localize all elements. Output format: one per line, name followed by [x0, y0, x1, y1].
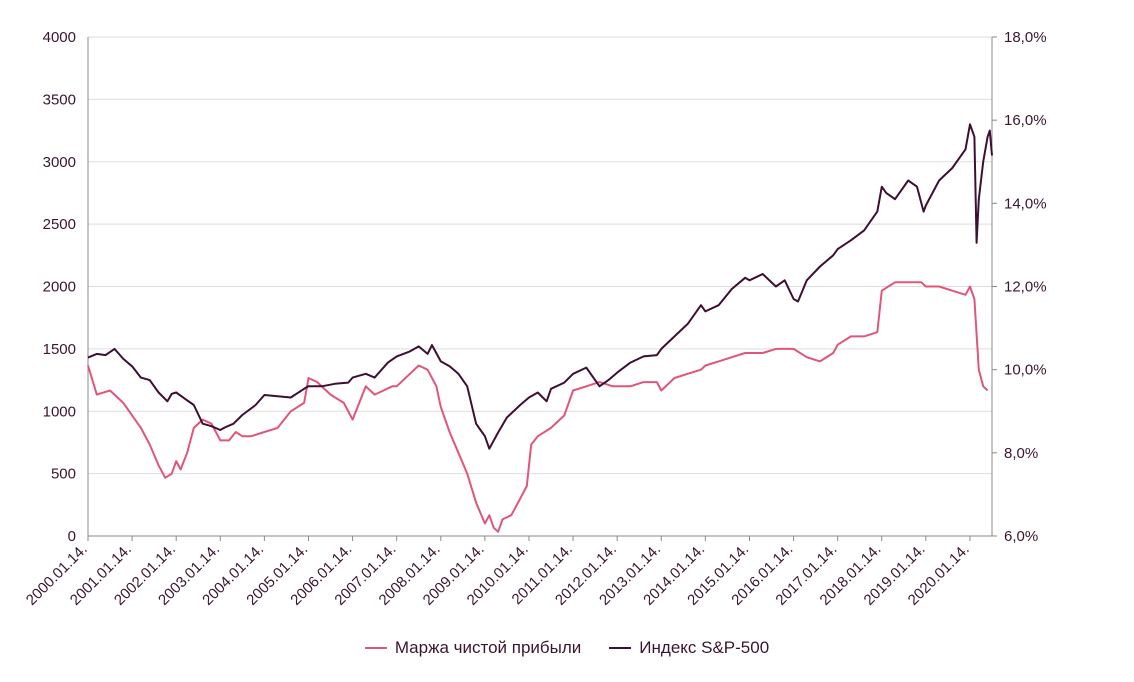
y-left-tick-label: 3000 — [43, 154, 76, 171]
legend-swatch-profit-margin — [364, 647, 387, 649]
y-left-tick-labels: 0 500 1000 1500 2000 2500 3000 3500 4000 — [43, 29, 76, 545]
y-right-tick-label: 12,0% — [1004, 279, 1047, 296]
y-left-tick-label: 2000 — [43, 279, 76, 296]
series-lines — [87, 123, 993, 533]
series-line-sp500 — [87, 123, 993, 450]
y-left-tick-label: 3500 — [43, 91, 76, 108]
y-left-tick-label: 0 — [68, 528, 76, 545]
legend: Маржа чистой прибыли Индекс S&P-500 — [0, 638, 1134, 658]
line-chart: 0 500 1000 1500 2000 2500 3000 3500 4000 6,0% 8,0… — [23, 29, 1047, 609]
series-line-profit-margin — [87, 281, 989, 533]
y-right-tick-label: 18,0% — [1004, 29, 1047, 46]
legend-swatch-sp500 — [609, 647, 632, 649]
legend-item-sp500: Индекс S&P-500 — [609, 638, 769, 658]
y-right-tick-label: 14,0% — [1004, 195, 1047, 212]
y-right-tick-label: 16,0% — [1004, 112, 1047, 129]
y-left-tick-label: 1500 — [43, 341, 76, 358]
axes — [87, 36, 997, 541]
legend-label-profit-margin: Маржа чистой прибыли — [394, 638, 582, 657]
legend-label-sp500: Индекс S&P-500 — [639, 638, 770, 657]
x-tick-labels: 2000.01.14.2001.01.14.2002.01.14.2003.01… — [23, 541, 973, 609]
y-right-tick-labels: 6,0% 8,0% 10,0% 12,0% 14,0% 16,0% 18,0% — [1004, 29, 1047, 545]
y-right-tick-label: 6,0% — [1004, 528, 1038, 545]
y-right-tick-label: 8,0% — [1004, 445, 1038, 462]
y-right-tick-label: 10,0% — [1004, 362, 1047, 379]
y-left-tick-label: 500 — [51, 466, 76, 483]
grid-lines — [88, 36, 992, 475]
y-left-tick-label: 4000 — [43, 29, 76, 46]
y-left-tick-label: 2500 — [43, 216, 76, 233]
legend-item-profit-margin: Маржа чистой прибыли — [364, 638, 582, 658]
y-left-tick-label: 1000 — [43, 403, 76, 420]
